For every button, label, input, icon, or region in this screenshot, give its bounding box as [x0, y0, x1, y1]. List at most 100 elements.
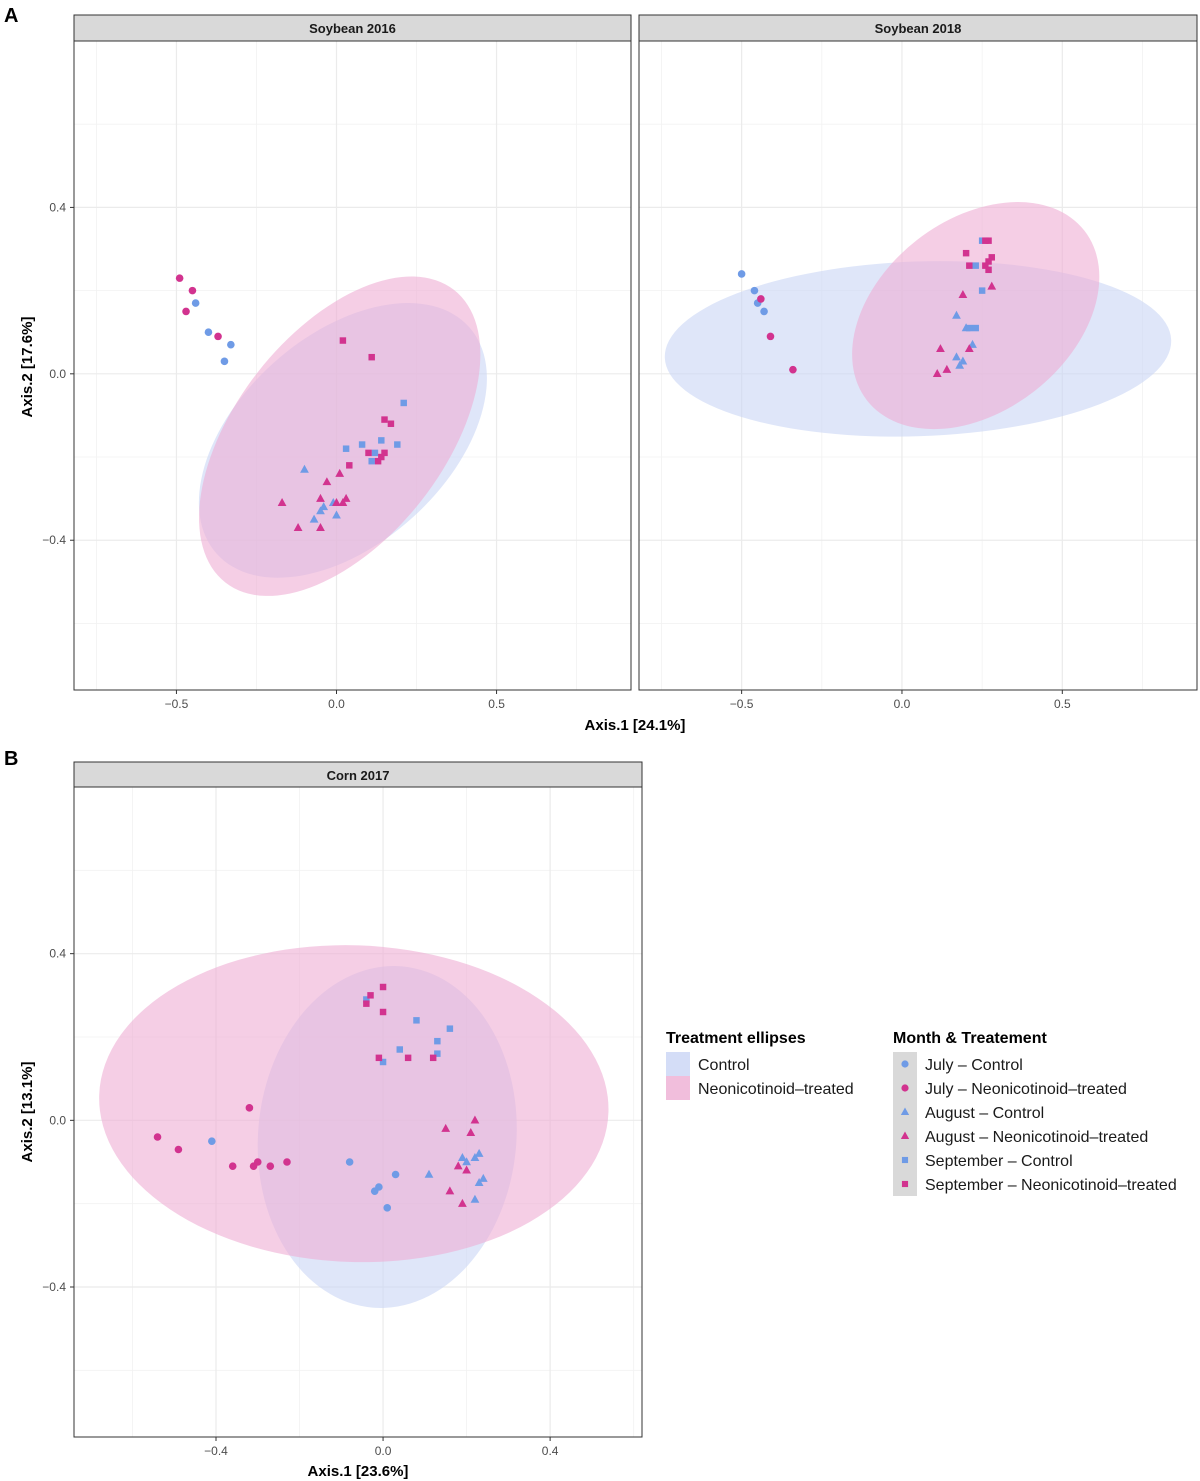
x-tick-label: 0.0: [375, 1444, 392, 1458]
facet-soybean-2016: Soybean 2016 −0.5 0.0 0.5 0.4 0.0 −0.4: [42, 14, 632, 711]
point-control-square: [966, 324, 973, 332]
point-control-triangle: [478, 1173, 488, 1182]
x-tick-label: 0.0: [328, 697, 345, 711]
legend-marker-title: Month & Treatement: [893, 1030, 1047, 1047]
point-control-circle: [737, 270, 746, 278]
legend-item-july-treated: July – Neonicotinoid–treated: [925, 1081, 1127, 1098]
legend-triangle-icon: [900, 1107, 910, 1116]
facet-strip: [73, 14, 632, 42]
point-treated-circle: [175, 274, 184, 282]
point-control-triangle: [309, 514, 319, 523]
point-treated-square: [387, 420, 395, 427]
point-control-circle: [391, 1170, 400, 1179]
point-treated-square: [381, 416, 388, 423]
point-treated-circle: [789, 365, 797, 374]
point-control-triangle: [470, 1153, 480, 1162]
point-control-circle: [204, 328, 213, 337]
point-treated-square: [378, 453, 385, 461]
point-treated-square: [381, 449, 388, 457]
point-treated-triangle: [942, 364, 952, 373]
point-control-triangle: [458, 1153, 467, 1162]
point-control-square: [379, 1058, 387, 1066]
point-control-circle: [383, 1204, 392, 1212]
x-tick-label: 0.5: [1054, 697, 1071, 711]
facet-title: Corn 2017: [327, 768, 390, 783]
point-control-triangle: [952, 352, 961, 361]
point-treated-circle: [153, 1133, 162, 1141]
point-treated-square: [962, 249, 970, 257]
point-treated-square: [404, 1054, 412, 1062]
point-control-square: [396, 1046, 403, 1053]
point-control-square: [413, 1017, 420, 1024]
legend-marker-keys: [893, 1052, 917, 1196]
point-treated-triangle: [335, 468, 345, 477]
point-control-square: [400, 399, 407, 407]
point-treated-square: [379, 1008, 387, 1016]
facet-strip: [638, 14, 1198, 42]
point-control-circle: [750, 286, 759, 295]
y-tick-label: 0.0: [49, 1113, 66, 1127]
point-treated-triangle: [964, 344, 974, 353]
point-treated-square: [985, 258, 992, 265]
ellipses: [198, 276, 487, 596]
point-treated-square: [966, 262, 973, 269]
y-tick-label: 0.4: [49, 947, 66, 961]
point-treated-circle: [228, 1162, 237, 1170]
legend-item-july-control: July – Control: [925, 1057, 1023, 1074]
point-treated-triangle: [458, 1198, 467, 1207]
legend-circle-icon: [901, 1060, 909, 1068]
point-treated-square: [988, 254, 995, 261]
legend-item-control: Control: [698, 1057, 750, 1074]
y-tick-label: 0.4: [49, 200, 66, 214]
x-axis-title-a: Axis.1 [24.1%]: [585, 717, 686, 734]
point-control-triangle: [952, 310, 961, 319]
point-treated-triangle: [466, 1128, 476, 1137]
facet-soybean-2018: Soybean 2018 −0.5 0.0 0.5: [638, 14, 1198, 711]
point-treated-triangle: [453, 1161, 463, 1170]
point-control-square: [972, 262, 979, 269]
panel-label-a: A: [4, 5, 18, 27]
point-control-square: [978, 287, 986, 294]
point-control-triangle: [332, 510, 341, 519]
facet-title: Soybean 2016: [309, 21, 396, 36]
x-tick-label: −0.4: [204, 1444, 228, 1458]
x-tick-label: 0.4: [542, 1444, 559, 1458]
point-treated-square: [365, 449, 372, 457]
point-treated-circle: [283, 1158, 291, 1166]
legend-item-august-control: August – Control: [925, 1105, 1044, 1122]
x-tick-label: 0.5: [488, 697, 505, 711]
point-control-triangle: [319, 502, 329, 511]
point-control-circle: [760, 307, 768, 316]
point-treated-triangle: [341, 493, 351, 502]
point-control-square: [342, 445, 350, 452]
x-tick-label: 0.0: [894, 697, 911, 711]
legend-square-icon: [901, 1156, 909, 1164]
point-treated-circle: [266, 1162, 275, 1170]
point-control-triangle: [316, 506, 325, 515]
point-treated-square: [982, 262, 989, 269]
legend-key-treated-ellipse: [666, 1076, 690, 1100]
point-treated-triangle: [293, 522, 303, 531]
legend-item-september-control: September – Control: [925, 1153, 1073, 1170]
point-treated-triangle: [332, 498, 341, 506]
point-treated-square: [339, 337, 347, 344]
legend: Treatment ellipses Control Neonicotinoid…: [666, 1030, 1177, 1196]
point-treated-circle: [182, 307, 190, 316]
point-control-square: [378, 437, 385, 444]
point-treated-circle: [174, 1145, 183, 1154]
point-treated-circle: [245, 1104, 254, 1112]
point-control-triangle: [462, 1157, 471, 1166]
data-points: [737, 237, 997, 378]
point-treated-triangle: [322, 477, 332, 486]
point-control-triangle: [424, 1169, 434, 1178]
point-control-circle: [227, 340, 235, 349]
facet-strip: [73, 761, 643, 788]
y-tick-label: −0.4: [42, 533, 66, 547]
point-treated-triangle: [316, 493, 325, 502]
point-treated-triangle: [441, 1123, 451, 1132]
point-control-circle: [370, 1187, 379, 1195]
point-treated-triangle: [932, 369, 942, 378]
legend-circle-icon: [901, 1084, 909, 1092]
point-control-triangle: [958, 356, 968, 365]
ellipse-treated: [852, 202, 1100, 430]
